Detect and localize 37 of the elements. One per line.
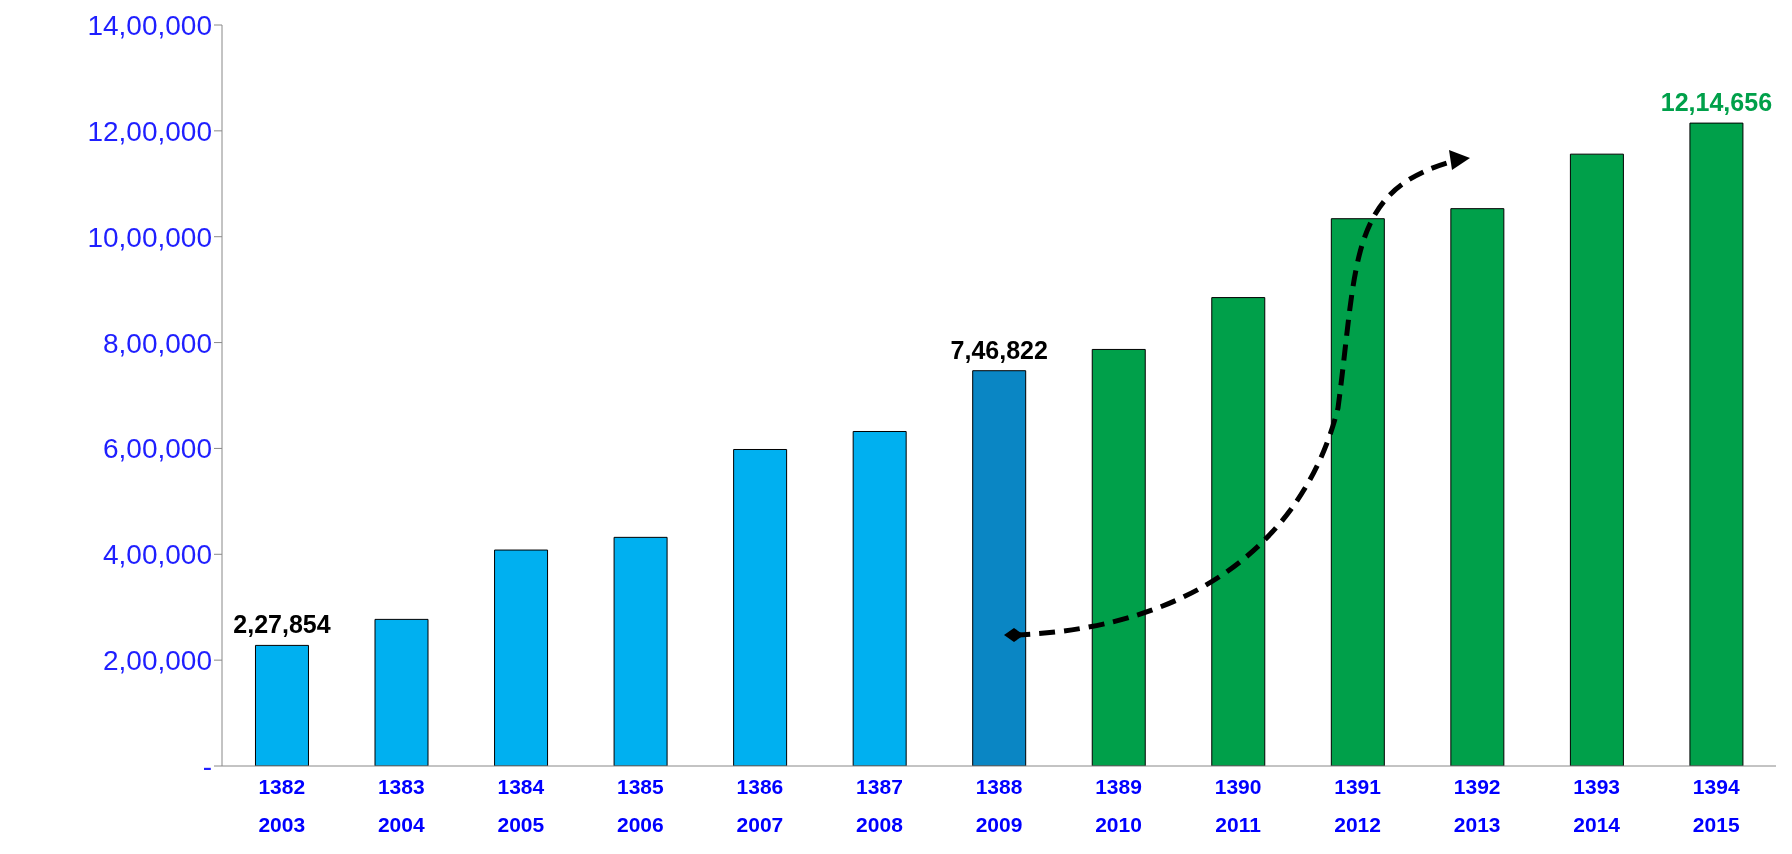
y-tick-label: 10,00,000 bbox=[87, 221, 212, 253]
bar bbox=[733, 448, 788, 766]
x-tick-label: 1382 2003 bbox=[258, 775, 306, 836]
x-tick-label: 1391 2012 bbox=[1334, 775, 1382, 836]
x-tick-label: 1393 2014 bbox=[1573, 775, 1621, 836]
bar bbox=[852, 430, 907, 766]
x-tick-label: 1383 2004 bbox=[377, 775, 425, 836]
data-label: 12,14,656 bbox=[1660, 88, 1773, 117]
data-label: 2,27,854 bbox=[233, 610, 331, 639]
bar bbox=[374, 618, 429, 766]
y-tick-label: 12,00,000 bbox=[87, 115, 212, 147]
data-label: 7,46,822 bbox=[950, 335, 1048, 364]
y-tick-label: 14,00,000 bbox=[87, 9, 212, 41]
bar bbox=[1450, 208, 1505, 766]
y-tick-label: 6,00,000 bbox=[103, 433, 212, 465]
bar bbox=[1211, 297, 1266, 766]
x-tick-label: 1386 2007 bbox=[736, 775, 784, 836]
x-tick-label: 1388 2009 bbox=[975, 775, 1023, 836]
bar bbox=[972, 370, 1027, 766]
y-tick-label: 4,00,000 bbox=[103, 539, 212, 571]
x-tick-label: 1385 2006 bbox=[617, 775, 665, 836]
y-tick-label: 8,00,000 bbox=[103, 327, 212, 359]
x-tick-label: 1392 2013 bbox=[1453, 775, 1501, 836]
bar bbox=[1569, 153, 1624, 766]
y-tick-label: 2,00,000 bbox=[103, 645, 212, 677]
bar bbox=[254, 644, 309, 766]
bar bbox=[1330, 218, 1385, 766]
x-tick-label: 1394 2015 bbox=[1692, 775, 1740, 836]
x-tick-label: 1384 2005 bbox=[497, 775, 545, 836]
bar bbox=[494, 549, 549, 766]
x-tick-label: 1390 2011 bbox=[1214, 775, 1262, 836]
x-tick-label: 1389 2010 bbox=[1095, 775, 1142, 836]
x-tick-label: 1387 2008 bbox=[856, 775, 904, 836]
y-tick-label: - bbox=[202, 750, 212, 782]
bar bbox=[1689, 122, 1744, 766]
bar bbox=[1091, 348, 1146, 766]
bar bbox=[613, 536, 668, 766]
